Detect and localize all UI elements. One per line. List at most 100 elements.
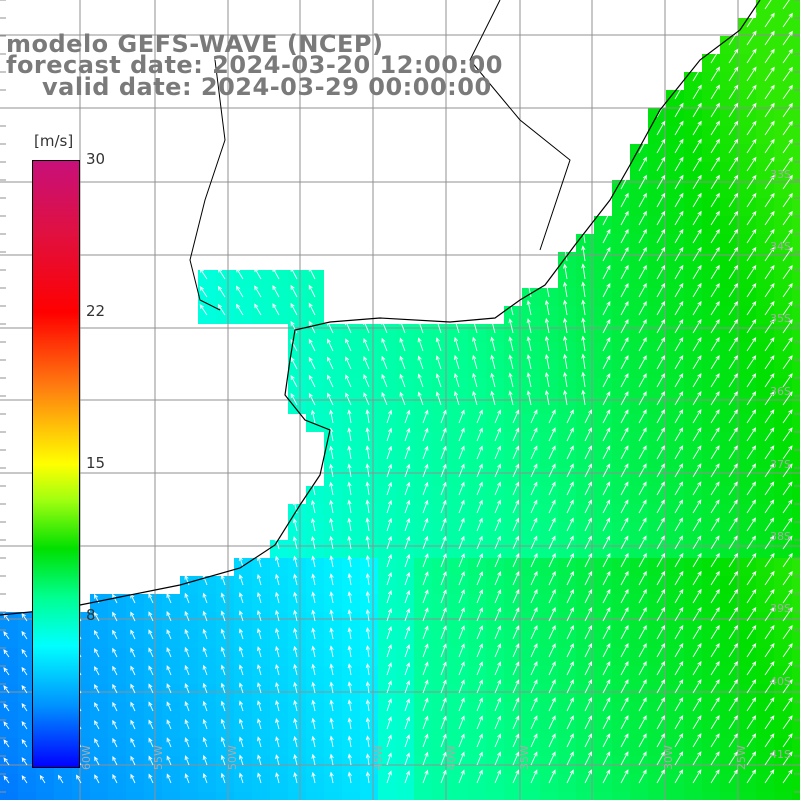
wind-arrow-head [399,319,404,325]
wind-arrow [764,247,775,262]
wind-speed-cell [18,792,36,800]
wind-arrow-head [515,625,520,631]
wind-arrow [692,211,702,226]
wind-arrow-head [715,210,720,216]
wind-arrow [548,428,556,442]
wind-arrow [674,247,684,262]
wind-arrow [404,410,410,424]
wind-arrow-head [788,570,793,576]
wind-arrow-head [479,607,483,613]
wind-arrow [386,699,392,712]
wind-arrow-head [199,304,204,309]
wind-arrow [494,482,501,496]
wind-arrow [166,593,172,604]
wind-arrow [782,121,793,136]
wind-arrow-head [581,317,586,323]
wind-arrow-head [715,552,720,558]
wind-arrow-head [21,757,26,762]
wind-arrow-head [365,572,371,578]
wind-arrow-head [544,335,550,341]
latitude-label: 38S [770,530,791,543]
wind-arrow [656,175,666,190]
wind-arrow-head [697,192,702,198]
wind-arrow [584,409,592,424]
wind-arrow-head [497,481,501,487]
wind-arrow [656,391,665,406]
wind-arrow [112,612,118,622]
wind-arrow-head [715,282,720,288]
wind-arrow [564,282,568,298]
wind-arrow-head [697,409,702,415]
wind-arrow [454,373,460,388]
wind-arrow [366,446,370,460]
wind-arrow-head [788,625,793,630]
wind-arrow-head [751,679,757,684]
wind-arrow [638,373,647,388]
wind-arrow-head [3,649,8,654]
wind-arrow-head [345,338,350,344]
wind-arrow [275,736,280,748]
wind-arrow-head [238,556,243,562]
wind-arrow [366,664,370,676]
wind-speed-cell [792,306,800,324]
wind-speed-cell [792,450,800,468]
wind-arrow [638,661,647,676]
wind-arrow [366,609,370,622]
wind-arrow [674,679,684,694]
wind-arrow [674,283,684,298]
wind-arrow-head [551,733,556,739]
wind-arrow-head [257,754,262,760]
wind-arrow [782,607,793,622]
wind-arrow [404,428,410,442]
wind-arrow-head [533,409,538,415]
wind-arrow [602,301,611,316]
colorbar-tick-15: 15 [86,454,106,472]
wind-arrow [218,286,226,298]
coastline [0,0,761,616]
wind-arrow [236,304,244,316]
wind-arrow [638,571,647,586]
wind-arrow [94,612,100,622]
wind-arrow-head [406,463,411,469]
wind-arrow-head [788,661,793,666]
wind-speed-cell [576,792,594,800]
wind-arrow [348,410,352,424]
wind-arrow [746,643,757,658]
wind-arrow [782,445,793,460]
wind-arrow-head [405,716,411,722]
wind-arrow [472,319,478,334]
wind-arrow-head [497,552,502,558]
wind-arrow-head [715,463,720,469]
wind-arrow [545,318,550,334]
wind-arrow [327,321,334,334]
wind-arrow [782,427,793,442]
wind-arrow [692,301,702,316]
wind-arrow [620,482,629,496]
wind-arrow [710,157,720,172]
wind-arrow [381,320,388,334]
wind-arrow [275,610,280,622]
wind-arrow-head [533,499,538,505]
wind-arrow [512,482,519,496]
wind-arrow [21,685,28,694]
wind-arrow [381,392,388,406]
wind-arrow-head [788,445,793,451]
wind-arrow [746,625,757,640]
wind-arrow-head [365,427,370,433]
wind-arrow-head [381,373,386,379]
wind-arrow-head [751,319,757,324]
wind-arrow-head [642,606,647,612]
wind-arrow [582,318,586,334]
wind-arrow [782,751,793,766]
wind-arrow [564,336,568,352]
wind-arrow-head [442,661,447,667]
wind-arrow-head [399,355,404,361]
wind-arrow-head [497,607,502,613]
wind-arrow [692,175,702,190]
wind-arrow [584,625,592,640]
wind-arrow-head [311,609,316,615]
wind-speed-cell [414,792,432,800]
wind-arrow-head [472,354,477,360]
wind-arrow-head [453,391,459,397]
wind-arrow [620,445,629,460]
